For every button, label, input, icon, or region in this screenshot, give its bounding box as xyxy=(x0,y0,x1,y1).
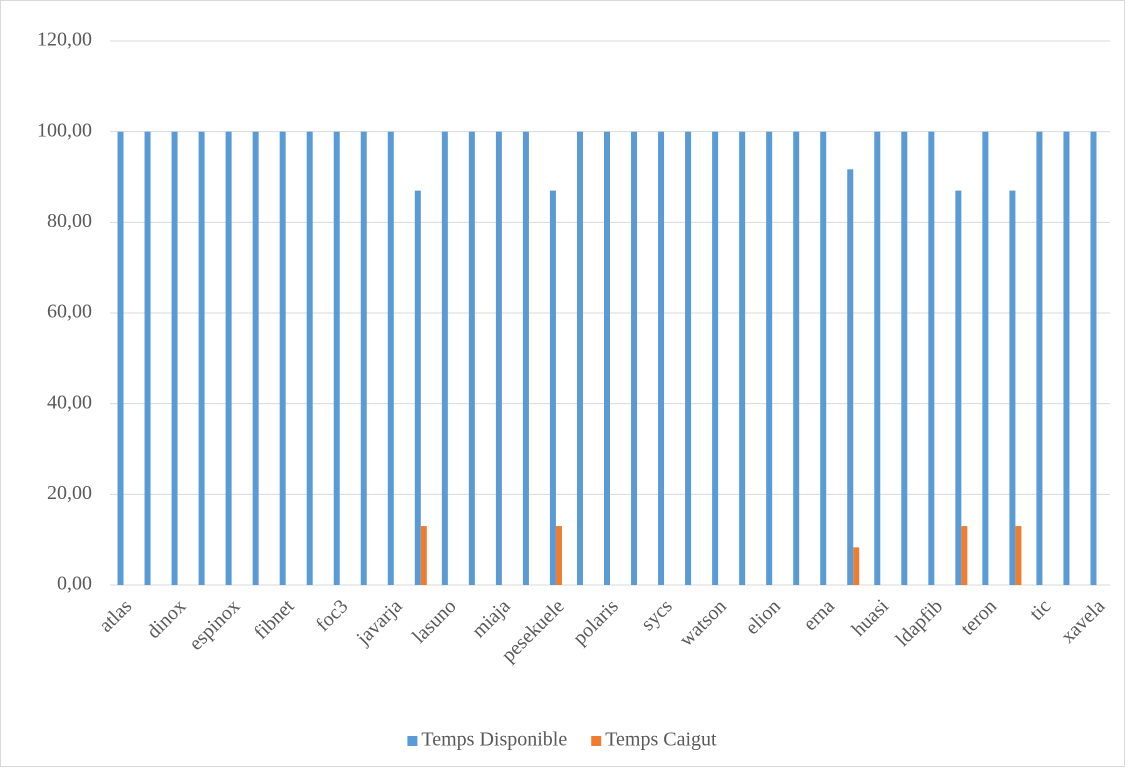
bar xyxy=(144,131,151,585)
bar xyxy=(549,190,556,585)
y-tick-label: 80,00 xyxy=(47,210,92,232)
bar xyxy=(853,547,860,585)
bar xyxy=(847,169,854,585)
bar xyxy=(414,190,421,585)
bar xyxy=(333,131,340,585)
bar xyxy=(766,131,773,585)
bar xyxy=(555,526,562,585)
bar xyxy=(1009,190,1016,585)
bar xyxy=(441,131,448,585)
y-tick-label: 60,00 xyxy=(47,301,92,323)
bar xyxy=(928,131,935,585)
bar xyxy=(420,526,427,585)
y-tick-label: 40,00 xyxy=(47,391,92,413)
legend-label: Temps Caigut xyxy=(605,729,717,751)
legend-swatch xyxy=(591,736,602,746)
bar xyxy=(820,131,827,585)
bar xyxy=(306,131,313,585)
y-tick-label: 20,00 xyxy=(47,482,92,504)
bar xyxy=(631,131,638,585)
y-tick-label: 0,00 xyxy=(57,573,92,595)
bar xyxy=(1063,131,1070,585)
bar xyxy=(225,131,232,585)
bar xyxy=(982,131,989,585)
y-tick-label: 120,00 xyxy=(37,29,92,51)
bar xyxy=(171,131,178,585)
y-tick-label: 100,00 xyxy=(37,119,92,141)
bar xyxy=(279,131,286,585)
bar xyxy=(495,131,502,585)
bar xyxy=(712,131,719,585)
legend-label: Temps Disponible xyxy=(421,729,567,751)
bar xyxy=(522,131,529,585)
bar xyxy=(901,131,908,585)
bar xyxy=(793,131,800,585)
bar xyxy=(685,131,692,585)
bar xyxy=(604,131,610,585)
bar xyxy=(739,131,746,585)
bar xyxy=(468,131,475,585)
bar xyxy=(1015,526,1022,585)
bar xyxy=(198,131,205,585)
legend-swatch xyxy=(407,736,418,746)
bar xyxy=(658,131,665,585)
bar xyxy=(1090,131,1097,585)
bar xyxy=(387,131,394,585)
bar xyxy=(955,190,962,585)
bar xyxy=(252,131,259,585)
bar xyxy=(117,131,124,585)
bar xyxy=(360,131,367,585)
bar xyxy=(576,131,583,585)
bar xyxy=(1036,131,1043,585)
bar xyxy=(874,131,881,585)
bar xyxy=(961,526,968,585)
